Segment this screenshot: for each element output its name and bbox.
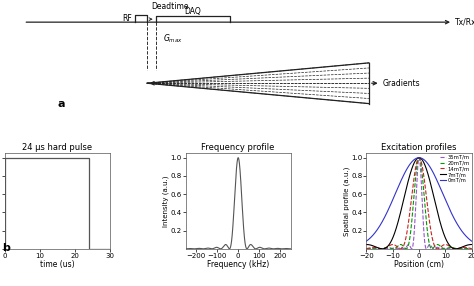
7mT/m <box>409 168 414 172</box>
Text: b: b <box>2 243 10 253</box>
14mT/m <box>382 247 388 250</box>
Text: Tx/Rx: Tx/Rx <box>456 18 474 27</box>
35mT/m <box>376 247 382 250</box>
Text: $G_{max}$: $G_{max}$ <box>163 32 182 45</box>
0mT/m <box>456 224 461 227</box>
35mT/m <box>364 247 369 251</box>
X-axis label: Position (cm): Position (cm) <box>394 260 444 269</box>
14mT/m <box>404 232 410 235</box>
Legend: 35mT/m, 20mT/m, 14mT/m, 7mT/m, 0mT/m: 35mT/m, 20mT/m, 14mT/m, 7mT/m, 0mT/m <box>439 154 471 183</box>
7mT/m <box>364 243 369 246</box>
Text: a: a <box>57 99 64 109</box>
7mT/m <box>469 243 474 246</box>
Line: 7mT/m: 7mT/m <box>366 158 472 249</box>
7mT/m <box>453 247 459 251</box>
14mT/m <box>416 156 422 159</box>
14mT/m <box>375 247 381 250</box>
Line: 0mT/m: 0mT/m <box>366 158 472 241</box>
20mT/m <box>375 247 381 250</box>
X-axis label: Frequency (kHz): Frequency (kHz) <box>207 260 269 269</box>
20mT/m <box>409 224 414 227</box>
14mT/m <box>467 247 473 250</box>
Title: Frequency profile: Frequency profile <box>201 143 275 152</box>
14mT/m <box>364 247 369 250</box>
Y-axis label: Intensity (a.u.): Intensity (a.u.) <box>162 175 169 227</box>
14mT/m <box>456 247 461 250</box>
0mT/m <box>416 156 422 159</box>
14mT/m <box>469 247 474 250</box>
20mT/m <box>416 156 422 159</box>
Text: Deadtime: Deadtime <box>151 2 189 11</box>
0mT/m <box>409 161 414 164</box>
Text: Gradients: Gradients <box>383 79 420 88</box>
Line: 14mT/m: 14mT/m <box>366 158 472 249</box>
35mT/m <box>409 247 414 250</box>
Title: Excitation profiles: Excitation profiles <box>381 143 457 152</box>
35mT/m <box>469 247 474 251</box>
Line: 35mT/m: 35mT/m <box>366 158 472 249</box>
Y-axis label: Spatial profile (a.u.): Spatial profile (a.u.) <box>343 166 350 236</box>
7mT/m <box>416 156 422 159</box>
0mT/m <box>404 167 410 171</box>
0mT/m <box>469 239 474 243</box>
Text: DAQ: DAQ <box>184 7 201 16</box>
Text: RF: RF <box>122 14 132 23</box>
35mT/m <box>404 245 410 248</box>
0mT/m <box>375 226 381 230</box>
20mT/m <box>404 247 410 250</box>
Title: 24 μs hard pulse: 24 μs hard pulse <box>22 143 92 152</box>
14mT/m <box>409 198 414 201</box>
7mT/m <box>467 243 473 246</box>
35mT/m <box>416 156 422 159</box>
35mT/m <box>382 247 388 250</box>
20mT/m <box>456 247 461 251</box>
20mT/m <box>382 246 388 250</box>
0mT/m <box>382 215 388 219</box>
35mT/m <box>467 247 473 251</box>
0mT/m <box>364 239 369 243</box>
X-axis label: time (us): time (us) <box>40 260 74 269</box>
7mT/m <box>375 246 381 250</box>
20mT/m <box>468 247 474 251</box>
7mT/m <box>404 185 410 188</box>
20mT/m <box>364 247 369 251</box>
35mT/m <box>365 247 371 251</box>
Line: 20mT/m: 20mT/m <box>366 158 472 249</box>
7mT/m <box>382 247 388 250</box>
20mT/m <box>467 247 473 251</box>
0mT/m <box>467 238 473 241</box>
35mT/m <box>456 247 461 250</box>
20mT/m <box>469 247 474 251</box>
14mT/m <box>453 247 459 251</box>
7mT/m <box>456 247 461 250</box>
